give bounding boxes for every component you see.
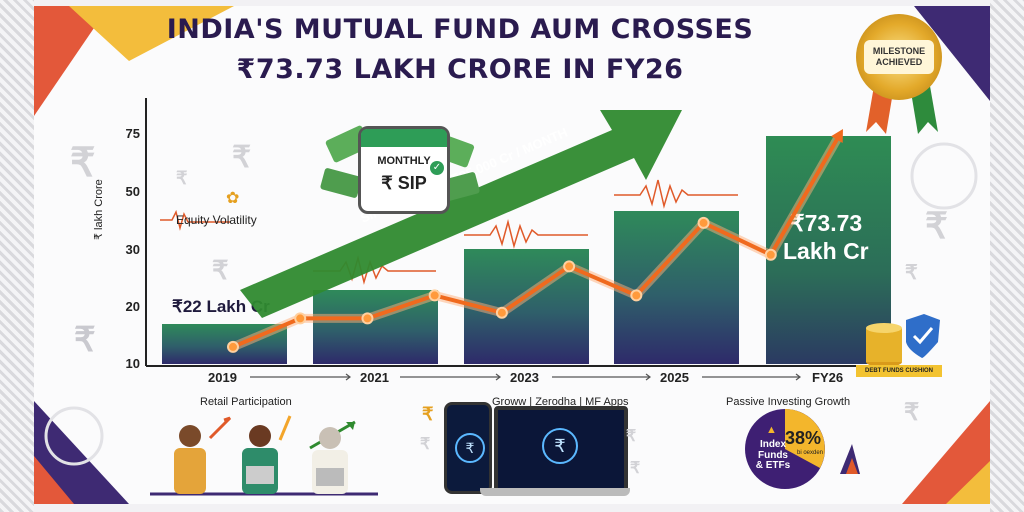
rupee-icon: ₹ bbox=[422, 404, 434, 424]
milestone-badge: MILESTONE ACHIEVED bbox=[856, 14, 942, 100]
laptop-app-icon: ₹ bbox=[494, 406, 628, 494]
trend-point bbox=[764, 248, 777, 261]
laptop-base bbox=[480, 488, 630, 496]
passive-investing-label: Passive Investing Growth bbox=[726, 396, 851, 408]
x-tick-label: 2019 bbox=[208, 370, 237, 385]
y-tick-label: 20 bbox=[125, 299, 140, 314]
rupee-icon: ₹ bbox=[74, 321, 96, 359]
index-label-1: Index bbox=[759, 439, 787, 450]
first-bar-annotation: ₹22 Lakh Cr bbox=[172, 297, 270, 316]
badge-line1: MILESTONE bbox=[872, 45, 926, 56]
headline-line2: ₹73.73 LAKH CRORE IN FY26 bbox=[236, 54, 684, 85]
trend-point bbox=[227, 340, 239, 353]
up-arrow-icon: ▲ bbox=[766, 424, 777, 436]
passive-pie-chart bbox=[745, 409, 860, 489]
rupee-icon: ₹ bbox=[420, 436, 431, 453]
rupee-icon: ₹ bbox=[905, 262, 918, 284]
x-tick-label: 2021 bbox=[360, 370, 389, 385]
trend-point bbox=[428, 289, 441, 302]
calendar-label-top: MONTHLY bbox=[377, 155, 431, 167]
trend-point bbox=[563, 260, 576, 273]
trend-line-path bbox=[232, 136, 840, 349]
y-tick-label: 10 bbox=[125, 356, 140, 371]
y-tick-label: 75 bbox=[125, 126, 140, 141]
equity-volatility-label: Equity Volatility bbox=[176, 213, 257, 227]
retail-investors-illustration bbox=[150, 415, 378, 496]
trend-point bbox=[294, 312, 307, 325]
x-tick-label: 2023 bbox=[510, 370, 539, 385]
apps-label: Groww | Zerodha | MF Apps bbox=[492, 396, 629, 408]
index-label-2: Funds bbox=[758, 449, 788, 461]
bar-2025 bbox=[614, 211, 739, 364]
coins-shield-icon bbox=[866, 314, 940, 367]
passive-percent: 38% bbox=[785, 428, 822, 448]
rupee-icon: ₹ bbox=[626, 428, 637, 445]
trend-point bbox=[697, 216, 710, 229]
lotus-icon: ✿ bbox=[226, 190, 240, 207]
x-tick-label: FY26 bbox=[812, 370, 844, 385]
trend-point bbox=[495, 306, 508, 319]
rupee-icon: ₹ bbox=[232, 141, 252, 174]
x-tick-label: 2025 bbox=[660, 370, 689, 385]
y-tick-label: 50 bbox=[125, 184, 140, 199]
retail-participation-label: Retail Participation bbox=[200, 396, 292, 408]
headline-line1: INDIA'S MUTUAL FUND AUM CROSSES bbox=[166, 14, 754, 45]
phone-app-icon: ₹ bbox=[444, 402, 492, 494]
y-tick-label: 30 bbox=[125, 242, 140, 257]
rupee-icon: ₹ bbox=[925, 205, 948, 246]
trend-point bbox=[630, 289, 643, 302]
trend-arrow-head bbox=[831, 128, 843, 143]
passive-percent-sub: bi oexden bbox=[797, 450, 824, 456]
calendar-label-bottom: ₹ SIP bbox=[381, 173, 427, 193]
trend-point bbox=[361, 312, 374, 325]
debt-funds-label: DEBT FUNDS CUSHION bbox=[856, 365, 942, 377]
index-label-3: & ETFs bbox=[755, 460, 791, 471]
index-funds-label: Index Funds & ETFs bbox=[752, 439, 794, 472]
rupee-icon: ₹ bbox=[630, 460, 641, 477]
left-border-texture bbox=[0, 0, 34, 512]
check-icon: ✓ bbox=[430, 161, 444, 175]
rupee-icon: ₹ bbox=[70, 141, 96, 185]
badge-line2: ACHIEVED bbox=[875, 57, 923, 67]
rupee-icon: ₹ bbox=[212, 255, 229, 285]
last-bar-annotation-line1: ₹73.73 bbox=[790, 210, 863, 236]
rupee-icon: ₹ bbox=[176, 168, 188, 188]
rupee-icon: ₹ bbox=[904, 399, 920, 426]
last-bar-annotation-line2: Lakh Cr bbox=[783, 238, 869, 264]
right-border-texture bbox=[990, 0, 1024, 512]
